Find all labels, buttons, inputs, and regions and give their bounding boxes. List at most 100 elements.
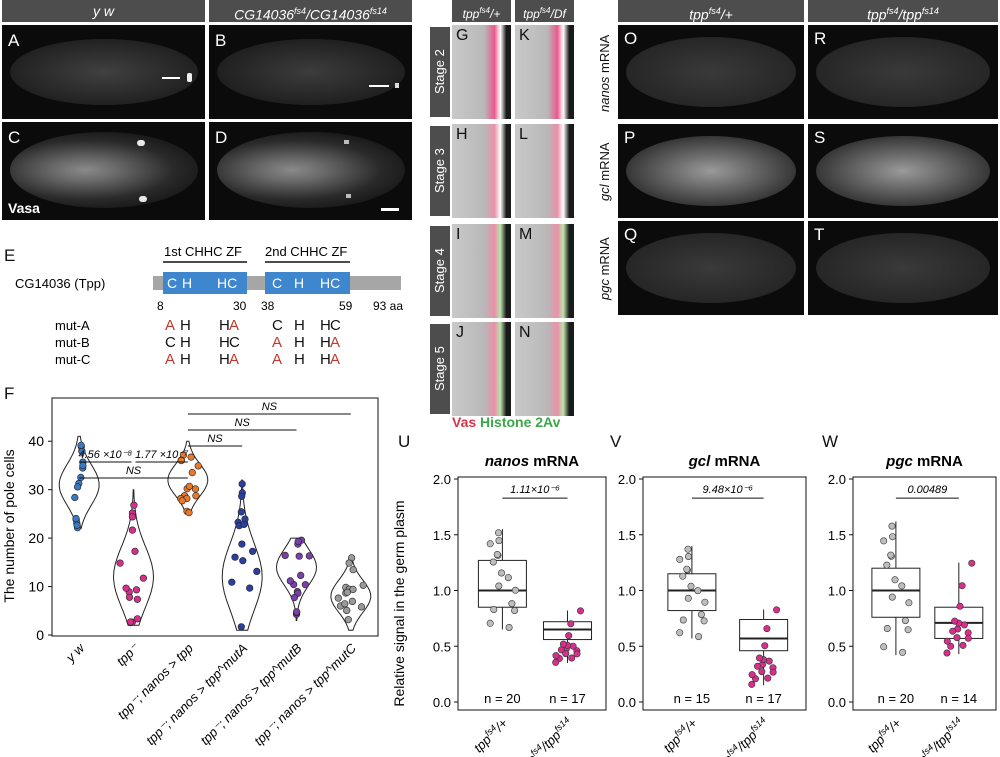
scale-bar (381, 208, 399, 211)
data-point (943, 649, 951, 657)
y-tick-label: 2.0 (433, 472, 451, 487)
data-point (228, 578, 236, 586)
panel-letter: N (519, 324, 531, 341)
mrna-row-label: nanos mRNA (597, 34, 612, 112)
mrna-row-label: pgc mRNA (597, 237, 612, 301)
data-point (133, 615, 141, 623)
chart-title: nanos mRNA (485, 453, 579, 470)
data-point (562, 650, 570, 658)
panel-letter-D: D (215, 128, 228, 147)
data-point (139, 574, 147, 582)
mutant-residue: C (165, 334, 176, 351)
stage-image: N (515, 322, 574, 416)
mutant-residue: A (165, 317, 175, 334)
data-point (953, 634, 961, 642)
stage-image: H (452, 124, 511, 218)
data-point (125, 593, 134, 601)
data-point (748, 671, 756, 679)
stage-legend: Vas Histone 2Av (452, 414, 561, 430)
data-point (577, 607, 585, 615)
data-point (568, 654, 576, 662)
chart-title: pgc mRNA (885, 453, 963, 470)
data-point (348, 597, 357, 605)
mutant-residue: H (294, 334, 305, 351)
mutant-residue: H (320, 334, 331, 351)
data-point (133, 595, 141, 603)
plot-frame (51, 397, 379, 637)
header-stage-col1: tppfs4/+ (452, 0, 511, 22)
n-label: n = 15 (674, 691, 711, 706)
y-tick-label: 0.0 (828, 695, 846, 710)
wt-res-3: HC (217, 275, 237, 291)
data-point (489, 558, 497, 566)
box (871, 567, 921, 618)
mutant-residue: H (294, 351, 305, 368)
mutant-residue: A (330, 334, 340, 351)
data-point (700, 617, 708, 625)
mutant-label: mut-A (55, 318, 90, 333)
data-point (883, 625, 891, 633)
wt-res-4: C (272, 275, 282, 291)
x-tick-label: tppfs4/+ (863, 715, 904, 756)
data-point (956, 602, 964, 610)
comparison-label: NS (126, 465, 142, 477)
mutant-residue: C (229, 334, 240, 351)
panel-letter-F: F (4, 384, 15, 403)
data-point (132, 586, 141, 594)
data-point (947, 642, 955, 650)
panel-letter: Q (624, 225, 638, 244)
mutant-label: mut-C (55, 352, 90, 367)
data-point (567, 620, 575, 628)
data-point (486, 540, 494, 548)
panel-letter: J (456, 324, 464, 341)
header-cg14036: CG14036fs4/CG14036fs14 (209, 0, 412, 23)
y-tick-label: 2.0 (618, 472, 636, 487)
data-point (763, 625, 771, 633)
data-point (685, 553, 693, 561)
data-point (237, 623, 245, 631)
comparison-label: NS (262, 401, 278, 413)
data-point (297, 571, 305, 579)
comparison-label: 1.77 ×10⁻⁷ (135, 449, 189, 461)
pvalue-label: 0.00489 (907, 484, 947, 496)
data-point (676, 555, 684, 563)
data-point (687, 582, 695, 590)
data-point (569, 642, 577, 650)
y-tick-label: 1.5 (828, 528, 846, 543)
data-point (126, 618, 135, 626)
data-point (130, 501, 138, 509)
data-point (293, 608, 301, 616)
zf2-domain (265, 272, 350, 294)
mrna-image: P (618, 124, 804, 218)
x-tick-label: tppfs4/+ (659, 715, 700, 756)
pvalue-label: 1.11×10⁻⁶ (510, 484, 560, 496)
data-point (192, 492, 200, 500)
data-point (237, 508, 245, 516)
data-point (694, 587, 702, 595)
data-point (341, 600, 349, 608)
panel-letter: R (814, 29, 827, 48)
data-point (905, 599, 913, 607)
mutant-residue: A (229, 351, 239, 368)
wt-res-2: H (182, 275, 192, 291)
panel-letter: P (624, 128, 636, 147)
data-point (187, 453, 195, 461)
x-tick-label: y w (62, 639, 88, 665)
y-axis-label: Relative signal in the germ plasm (391, 500, 407, 706)
data-point (128, 526, 136, 534)
panel-letter-W: W (822, 432, 839, 451)
x-tick-label: tppfs4/tppfs14 (516, 715, 576, 757)
data-point (511, 607, 519, 615)
data-point (552, 658, 560, 666)
comparison-label: NS (207, 433, 223, 445)
mutant-residue: H (219, 334, 230, 351)
stage-image: I (452, 224, 511, 318)
mutant-residue: H (180, 334, 191, 351)
data-point (231, 553, 239, 561)
data-point (968, 559, 976, 567)
x-tick-label: tpp⁻ (113, 640, 142, 669)
y-axis-label: The number of pole cells (1, 449, 17, 602)
data-point (573, 650, 581, 658)
data-point (240, 520, 248, 528)
data-point (508, 600, 516, 608)
